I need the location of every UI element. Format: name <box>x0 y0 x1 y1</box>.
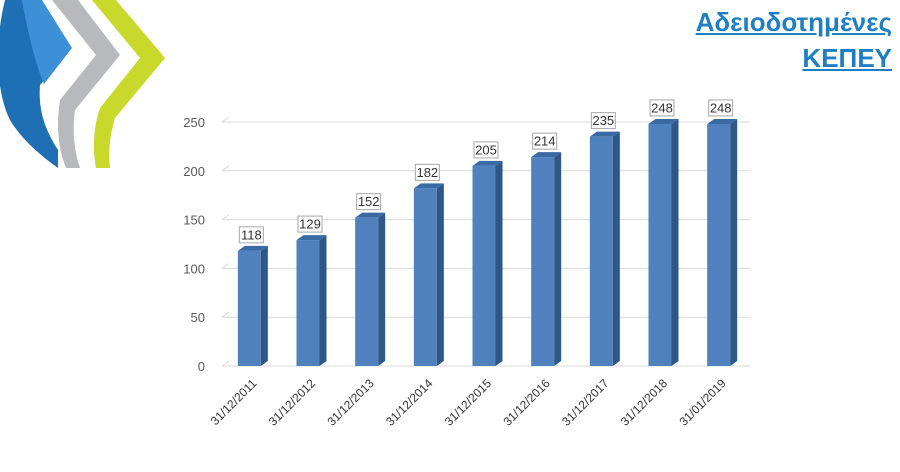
x-category-label: 31/12/2013 <box>324 376 377 429</box>
bar-top <box>296 235 327 241</box>
x-category-label: 31/12/2016 <box>500 376 553 429</box>
bar-side <box>495 160 503 366</box>
bar-side <box>612 131 620 366</box>
bar-front <box>413 188 437 366</box>
x-category-label: 31/01/2019 <box>676 376 729 429</box>
y-tick-label: 150 <box>183 213 205 228</box>
data-label-text: 214 <box>534 134 556 149</box>
bar-front <box>472 165 496 366</box>
data-label-box <box>297 215 323 233</box>
x-category-label: 31/12/2014 <box>383 376 436 429</box>
y-axis-ticks: 0 50 100 150 200 250 <box>183 115 205 374</box>
y-tick-label: 100 <box>183 261 205 276</box>
bar-front <box>531 157 555 366</box>
data-label-box <box>356 193 382 211</box>
y-tick-label: 0 <box>198 359 205 374</box>
bar-8 <box>707 118 738 367</box>
gridline-depth-0 <box>221 360 230 367</box>
data-label-text: 248 <box>710 100 732 115</box>
page-title: Αδειοδοτημένες ΚΕΠΕΥ <box>696 4 892 76</box>
data-label-box <box>649 99 675 117</box>
bar-side <box>319 235 327 366</box>
data-label-text: 235 <box>592 113 614 128</box>
data-label-4: 205 <box>473 141 499 159</box>
bar-top <box>648 118 679 124</box>
bar-1 <box>296 235 327 366</box>
data-label-box <box>473 141 499 159</box>
x-axis-categories: 31/12/2011 31/12/2012 31/12/2013 31/12/2014… <box>208 376 729 429</box>
bar-side <box>554 152 562 366</box>
data-label-text: 182 <box>416 165 438 180</box>
data-label-box <box>590 112 616 130</box>
bar-4 <box>472 160 503 366</box>
gridline-depth-250 <box>221 116 230 123</box>
bar-front <box>589 136 613 366</box>
gridline-depth-200 <box>221 165 230 172</box>
bar-6 <box>589 131 620 366</box>
data-label-box <box>238 226 264 244</box>
bar-0 <box>237 245 268 366</box>
y-tick-label: 250 <box>183 115 205 130</box>
data-label-box <box>414 163 440 181</box>
bar-front <box>237 250 261 366</box>
bar-side <box>730 118 738 367</box>
logo-green-chevron <box>92 0 165 168</box>
data-label-text: 152 <box>358 194 380 209</box>
bar-top <box>355 212 386 218</box>
organization-logo <box>0 0 165 168</box>
bar-top <box>413 183 444 189</box>
bar-2 <box>355 212 386 366</box>
bar-front <box>296 240 320 366</box>
data-label-7: 248 <box>649 99 675 117</box>
bar-top <box>472 160 503 166</box>
data-label-2: 152 <box>356 193 382 211</box>
bar-top <box>531 152 562 158</box>
bar-5 <box>531 152 562 366</box>
data-label-6: 235 <box>590 112 616 130</box>
data-label-8: 248 <box>708 99 734 117</box>
bar-top <box>237 245 268 251</box>
y-tick-label: 50 <box>191 310 205 325</box>
gridline-depth-50 <box>221 311 230 318</box>
bar-side <box>378 212 386 366</box>
data-label-3: 182 <box>414 163 440 181</box>
y-tick-label: 200 <box>183 164 205 179</box>
data-label-box <box>708 99 734 117</box>
gridline-depth-150 <box>221 214 230 221</box>
x-category-label: 31/12/2018 <box>618 376 671 429</box>
data-label-1: 129 <box>297 215 323 233</box>
data-label-0: 118 <box>238 226 264 244</box>
bars <box>237 118 738 367</box>
x-category-label: 31/12/2011 <box>208 376 260 428</box>
data-label-text: 118 <box>241 227 262 242</box>
bar-3 <box>413 183 444 366</box>
data-label-box <box>532 132 558 150</box>
logo-blue-highlight <box>22 0 72 84</box>
bar-front <box>355 217 379 366</box>
data-label-text: 129 <box>299 217 321 232</box>
data-label-text: 248 <box>651 100 673 115</box>
bar-side <box>260 245 268 366</box>
x-category-label: 31/12/2015 <box>442 376 495 429</box>
title-line-1: Αδειοδοτημένες <box>695 7 892 37</box>
data-label-5: 214 <box>532 132 558 150</box>
data-label-text: 205 <box>475 142 497 157</box>
x-category-label: 31/12/2012 <box>266 376 319 429</box>
bar-side <box>671 118 679 367</box>
logo-gray-chevron <box>52 0 120 168</box>
bar-side <box>436 183 444 366</box>
title-line-2: ΚΕΠΕΥ <box>802 43 892 73</box>
bar-7 <box>648 118 679 367</box>
gridline-depth-100 <box>221 262 230 269</box>
bar-front <box>707 123 731 367</box>
bar-top <box>707 118 738 124</box>
bar-top <box>589 131 620 137</box>
x-category-label: 31/12/2017 <box>559 376 612 429</box>
data-labels: 118 129 152 182 205 214 235 248 248 <box>238 99 734 244</box>
bar-front <box>648 123 672 367</box>
